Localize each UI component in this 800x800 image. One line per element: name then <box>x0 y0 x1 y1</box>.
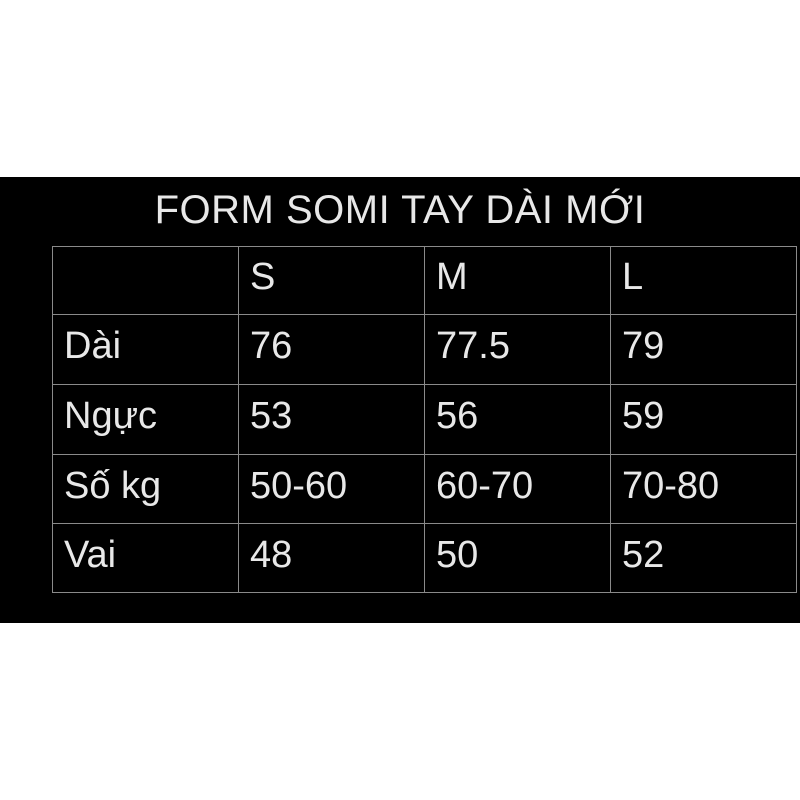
cell-vai-s: 48 <box>238 523 425 593</box>
cell-vai-l: 52 <box>610 523 797 593</box>
header-cell-blank <box>52 246 239 315</box>
header-cell-size-s: S <box>238 246 425 315</box>
row-label-dai: Dài <box>52 314 239 385</box>
row-label-sokg: Số kg <box>52 454 239 524</box>
table-row-dai: Dài 76 77.5 79 <box>52 314 797 385</box>
cell-sokg-l: 70-80 <box>610 454 797 524</box>
cell-dai-m: 77.5 <box>424 314 611 385</box>
cell-dai-s: 76 <box>238 314 425 385</box>
row-label-nguc: Ngực <box>52 384 239 455</box>
row-label-vai: Vai <box>52 523 239 593</box>
size-chart-panel: FORM SOMI TAY DÀI MỚI S M L Dài 76 77.5 … <box>0 177 800 623</box>
header-cell-size-l: L <box>610 246 797 315</box>
header-cell-size-m: M <box>424 246 611 315</box>
cell-dai-l: 79 <box>610 314 797 385</box>
cell-sokg-s: 50-60 <box>238 454 425 524</box>
size-chart-table: S M L Dài 76 77.5 79 Ngực 53 56 59 <box>52 246 797 593</box>
table-row-nguc: Ngực 53 56 59 <box>52 384 797 455</box>
cell-nguc-s: 53 <box>238 384 425 455</box>
table-header-row: S M L <box>52 246 797 315</box>
cell-nguc-m: 56 <box>424 384 611 455</box>
cell-nguc-l: 59 <box>610 384 797 455</box>
table-row-vai: Vai 48 50 52 <box>52 523 797 593</box>
table-row-sokg: Số kg 50-60 60-70 70-80 <box>52 454 797 524</box>
size-chart-title: FORM SOMI TAY DÀI MỚI <box>154 188 646 232</box>
cell-vai-m: 50 <box>424 523 611 593</box>
cell-sokg-m: 60-70 <box>424 454 611 524</box>
